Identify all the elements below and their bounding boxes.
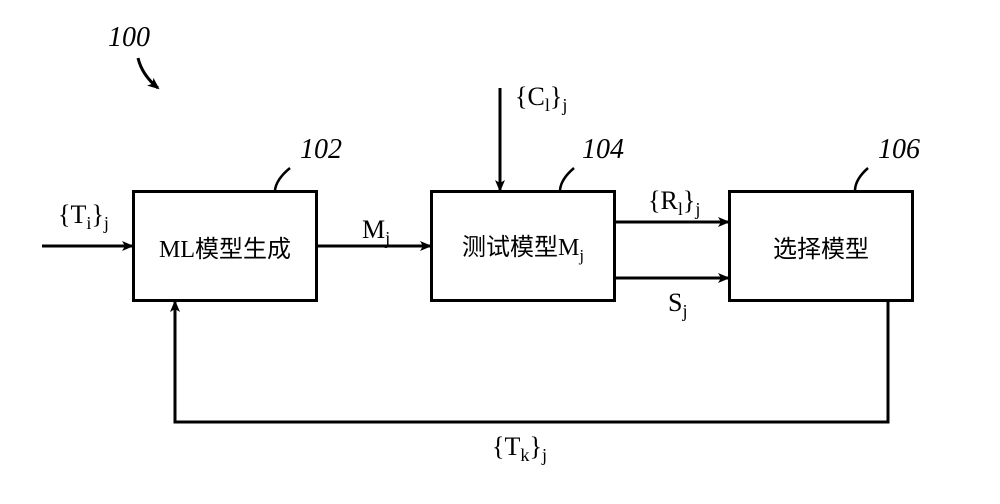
block-ml-model-gen-label: ML模型生成 (159, 229, 291, 264)
ref-106-label: 106 (878, 134, 920, 166)
edge-sj-label: Sj (668, 288, 688, 322)
ref-104-label: 104 (582, 134, 624, 166)
edge-ci-label: {Cl}j (515, 82, 567, 116)
edge-input-label: {Ti}j (58, 200, 109, 234)
figure-100-label: 100 (108, 22, 150, 54)
block-test-model-label: 测试模型Mj (462, 227, 584, 266)
edge-feedback-label: {Tk}j (492, 432, 547, 466)
block-select-model-label: 选择模型 (773, 229, 869, 264)
ref-102-label: 102 (300, 134, 342, 166)
block-ml-model-gen: ML模型生成 (132, 190, 318, 302)
edge-mj-label: Mj (362, 215, 390, 249)
edge-rl-label: {Rl}j (648, 186, 700, 220)
block-select-model: 选择模型 (728, 190, 914, 302)
block-test-model: 测试模型Mj (430, 190, 616, 302)
